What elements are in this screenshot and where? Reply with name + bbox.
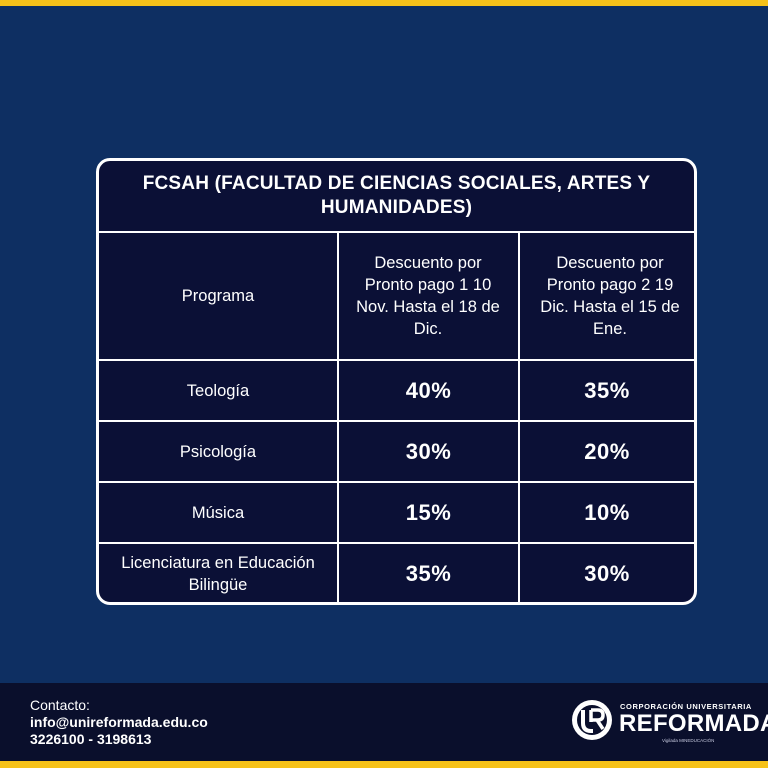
logo-name: REFORMADA: [619, 710, 768, 737]
contact-email[interactable]: info@unireformada.edu.co: [30, 714, 208, 730]
discount-table: FCSAH (FACULTAD DE CIENCIAS SOCIALES, AR…: [96, 158, 697, 605]
divider: [99, 481, 694, 483]
divider: [99, 231, 694, 233]
ur-logo-icon: [572, 700, 612, 740]
discount-2-value: 20%: [584, 438, 630, 464]
discount-1-value: 30%: [405, 438, 452, 464]
divider: [99, 359, 694, 361]
discount-1-value: 15%: [405, 499, 452, 525]
top-accent-bar: [0, 0, 768, 6]
divider: [99, 542, 694, 544]
discount-1-value: 40%: [405, 377, 452, 403]
footer: [0, 683, 768, 761]
program-name: Música: [191, 503, 245, 522]
program-name: Teología: [186, 381, 250, 400]
contact-label: Contacto:: [30, 697, 90, 713]
contact-phones: 3226100 - 3198613: [30, 731, 152, 747]
program-name: Licenciatura en Educación Bilingüe: [121, 553, 315, 594]
logo-sub-text: Vigilada MINEDUCACIÓN: [662, 738, 715, 743]
discount-2-value: 30%: [584, 560, 630, 586]
discount-2-value: 35%: [584, 377, 630, 403]
university-logo: CORPORACIÓN UNIVERSITARIA REFORMADA Vigi…: [570, 698, 768, 746]
table-title: FCSAH (FACULTAD DE CIENCIAS SOCIALES, AR…: [142, 173, 651, 218]
header-discount-2: Descuento por Pronto pago 2 19 Dic. Hast…: [540, 254, 680, 338]
discount-2-value: 10%: [584, 499, 630, 525]
bottom-accent-bar: [0, 761, 768, 768]
divider: [99, 420, 694, 422]
discount-1-value: 35%: [405, 560, 452, 586]
program-name: Psicología: [179, 442, 257, 461]
divider: [518, 231, 520, 602]
divider: [337, 231, 339, 602]
header-program: Programa: [181, 287, 255, 305]
logo-top-text: CORPORACIÓN UNIVERSITARIA: [620, 702, 752, 711]
contact-block: Contacto: info@unireformada.edu.co 32261…: [30, 697, 208, 748]
header-discount-1: Descuento por Pronto pago 1 10 Nov. Hast…: [356, 254, 500, 338]
